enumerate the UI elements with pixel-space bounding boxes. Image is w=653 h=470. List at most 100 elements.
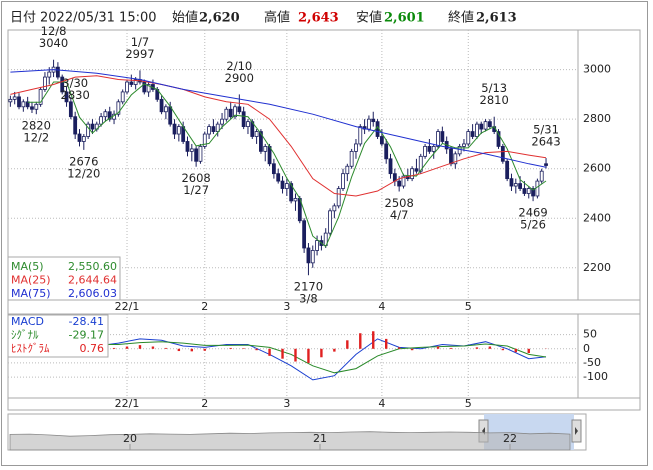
candle-body xyxy=(436,131,440,147)
y-tick-label: 0 xyxy=(583,342,590,355)
candle-body xyxy=(224,108,229,120)
candle-body xyxy=(328,210,332,234)
navigator-area xyxy=(9,431,571,451)
candle-body xyxy=(505,160,510,180)
candle-body xyxy=(397,180,402,187)
candle-body xyxy=(125,81,129,93)
legend-value: 0.76 xyxy=(80,342,105,355)
candle-body xyxy=(336,188,341,207)
histogram-bar xyxy=(372,331,375,349)
candle-body xyxy=(410,168,415,180)
histogram-bar xyxy=(190,348,194,352)
candle-body xyxy=(198,146,203,162)
candle-body xyxy=(116,101,121,115)
handle-arrow xyxy=(575,427,578,435)
candle-body xyxy=(241,111,246,128)
x-tick-label: 3 xyxy=(283,300,290,313)
candle-body xyxy=(25,101,30,108)
annotation-value: 2810 xyxy=(480,93,509,107)
price-panel xyxy=(7,29,579,301)
candle-body xyxy=(73,116,78,135)
candle-body xyxy=(466,131,471,145)
legend-value: 2,550.60 xyxy=(68,260,117,273)
annotation-value: 2997 xyxy=(125,47,154,61)
candle-body xyxy=(246,121,250,128)
legend-box xyxy=(7,256,121,301)
candle-body xyxy=(146,84,151,93)
candle-body xyxy=(518,183,523,189)
y-tick-label: 2400 xyxy=(583,211,611,224)
candle-body xyxy=(194,148,199,162)
annotation-value: 2608 xyxy=(181,171,210,185)
histogram-bar xyxy=(410,348,414,351)
x-tick-label: 5 xyxy=(465,397,472,410)
histogram-bar xyxy=(359,333,362,349)
candle-body xyxy=(254,131,259,137)
annotation-date: 2/10 xyxy=(226,59,252,73)
histogram-bar xyxy=(268,348,271,356)
candle-body xyxy=(30,106,34,110)
candle-body xyxy=(43,76,47,90)
y-tick-label: 50 xyxy=(583,328,597,341)
annotation-date: 5/13 xyxy=(481,81,507,95)
legend-name: ﾋｽﾄｸﾞﾗﾑ xyxy=(11,342,50,355)
legend-name: MA(75) xyxy=(11,287,51,300)
candle-body xyxy=(401,175,406,187)
annotation-date: 12/20 xyxy=(67,166,100,180)
close-label: 終値 xyxy=(448,10,474,26)
candle-body xyxy=(228,108,233,118)
navigator-tick-label: 22 xyxy=(503,432,517,445)
candle-body xyxy=(34,103,39,110)
candle-body xyxy=(440,131,445,142)
annotation-value: 2469 xyxy=(518,206,547,220)
candle-body xyxy=(388,158,393,175)
histogram-bar xyxy=(436,346,440,349)
candle-body xyxy=(8,98,13,103)
low-label: 安値 xyxy=(356,10,382,26)
candle-body xyxy=(90,123,95,130)
candle-body xyxy=(12,96,17,100)
x-tick-label: 22/1 xyxy=(115,397,140,410)
candle-body xyxy=(522,188,527,194)
x-tick-label: 22/1 xyxy=(115,300,140,313)
candle-body xyxy=(531,188,535,197)
low-value: 2,601 xyxy=(384,11,425,26)
candle-body xyxy=(509,178,514,187)
candle-body xyxy=(487,121,492,128)
candle-body xyxy=(185,141,190,152)
candle-body xyxy=(427,146,432,152)
candle-body xyxy=(475,123,479,137)
candle-body xyxy=(103,111,108,118)
histogram-bar xyxy=(397,347,401,349)
candle-body xyxy=(379,136,384,145)
candle-body xyxy=(120,91,125,103)
candle-body xyxy=(306,247,311,264)
histogram-bar xyxy=(138,345,142,349)
annotation-value: 3040 xyxy=(39,36,68,50)
close-value: 2,613 xyxy=(476,11,517,26)
candle-body xyxy=(500,146,505,162)
candle-body xyxy=(414,168,419,172)
candle-body xyxy=(479,123,484,130)
candle-body xyxy=(453,153,458,165)
legend-name: ｼｸﾞﾅﾙ xyxy=(11,329,39,342)
candle-body xyxy=(259,131,263,152)
legend-value: -28.41 xyxy=(69,315,104,328)
navigator-tick-label: 21 xyxy=(313,432,327,445)
candle-body xyxy=(215,123,220,132)
annotation-date: 5/31 xyxy=(533,123,559,137)
candle-body xyxy=(233,106,237,118)
y-tick-label: 2200 xyxy=(583,261,611,274)
candle-body xyxy=(207,126,211,135)
histogram-bar xyxy=(255,348,258,351)
candle-body xyxy=(237,106,242,113)
annotation-value: 2643 xyxy=(531,135,560,149)
histogram-bar xyxy=(164,347,168,349)
candle-body xyxy=(55,66,60,78)
candle-body xyxy=(211,126,216,132)
candle-body xyxy=(176,126,181,135)
annotation-value: 2170 xyxy=(294,280,323,294)
histogram-bar xyxy=(229,347,232,349)
annotation-value: 2676 xyxy=(69,154,98,168)
